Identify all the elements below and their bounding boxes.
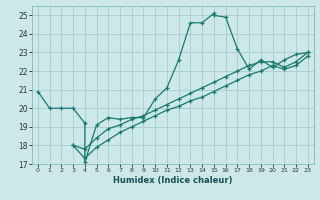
X-axis label: Humidex (Indice chaleur): Humidex (Indice chaleur) bbox=[113, 176, 233, 185]
